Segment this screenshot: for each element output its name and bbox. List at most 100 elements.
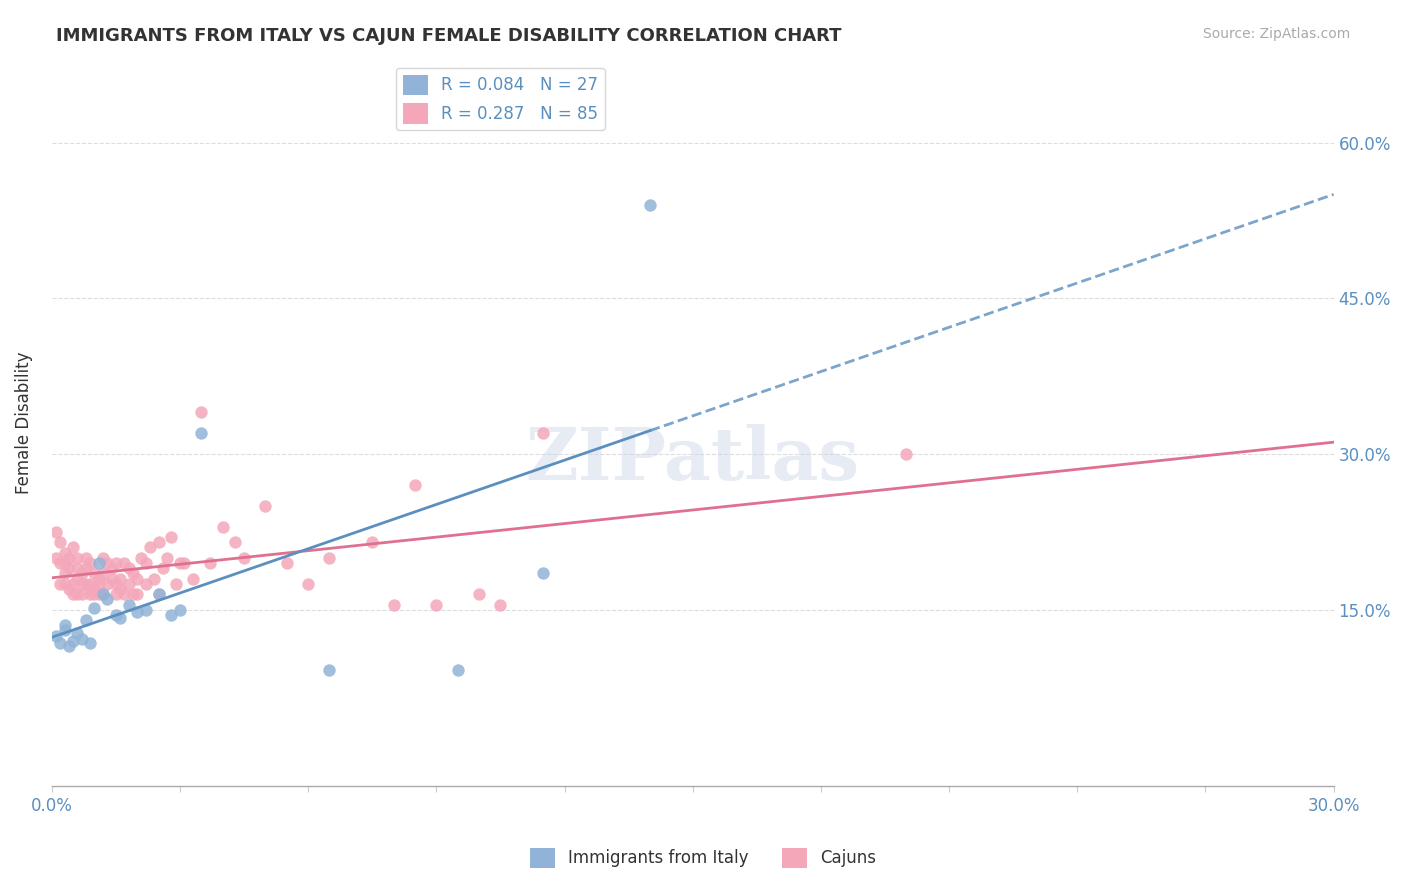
Point	[531, 426, 554, 441]
Point	[181, 572, 204, 586]
Point	[173, 556, 195, 570]
Point	[148, 535, 170, 549]
Point	[100, 561, 122, 575]
Point	[96, 592, 118, 607]
Point	[66, 572, 89, 586]
Point	[104, 587, 127, 601]
Point	[83, 566, 105, 581]
Point	[75, 550, 97, 565]
Point	[66, 587, 89, 601]
Point	[254, 499, 277, 513]
Point	[112, 556, 135, 570]
Point	[62, 541, 84, 555]
Point	[233, 550, 256, 565]
Point	[75, 613, 97, 627]
Point	[139, 541, 162, 555]
Point	[382, 598, 405, 612]
Point	[58, 561, 80, 575]
Point	[62, 633, 84, 648]
Point	[198, 556, 221, 570]
Point	[79, 587, 101, 601]
Point	[169, 603, 191, 617]
Point	[118, 576, 141, 591]
Point	[70, 587, 93, 601]
Point	[127, 572, 149, 586]
Point	[45, 550, 67, 565]
Point	[169, 556, 191, 570]
Point	[104, 576, 127, 591]
Point	[108, 572, 131, 586]
Point	[87, 572, 110, 586]
Point	[53, 566, 76, 581]
Point	[100, 572, 122, 586]
Point	[122, 566, 145, 581]
Point	[83, 600, 105, 615]
Point	[143, 572, 166, 586]
Point	[118, 561, 141, 575]
Point	[127, 587, 149, 601]
Point	[104, 556, 127, 570]
Point	[211, 519, 233, 533]
Point	[75, 561, 97, 575]
Point	[131, 550, 153, 565]
Point	[87, 587, 110, 601]
Y-axis label: Female Disability: Female Disability	[15, 351, 32, 494]
Point	[58, 639, 80, 653]
Point	[135, 603, 157, 617]
Point	[276, 556, 298, 570]
Point	[135, 556, 157, 570]
Point	[53, 576, 76, 591]
Point	[118, 598, 141, 612]
Point	[104, 607, 127, 622]
Point	[96, 556, 118, 570]
Point	[66, 561, 89, 575]
Point	[148, 587, 170, 601]
Point	[108, 582, 131, 596]
Point	[165, 576, 187, 591]
Point	[135, 576, 157, 591]
Point	[70, 566, 93, 581]
Text: ZIPatlas: ZIPatlas	[526, 424, 859, 495]
Point	[160, 607, 183, 622]
Text: IMMIGRANTS FROM ITALY VS CAJUN FEMALE DISABILITY CORRELATION CHART: IMMIGRANTS FROM ITALY VS CAJUN FEMALE DI…	[56, 27, 842, 45]
Point	[127, 605, 149, 619]
Point	[468, 587, 491, 601]
Point	[75, 576, 97, 591]
Point	[83, 582, 105, 596]
Point	[447, 663, 470, 677]
Point	[79, 636, 101, 650]
Point	[190, 405, 212, 419]
Point	[49, 535, 72, 549]
Legend: Immigrants from Italy, Cajuns: Immigrants from Italy, Cajuns	[523, 841, 883, 875]
Point	[87, 556, 110, 570]
Point	[108, 611, 131, 625]
Point	[70, 576, 93, 591]
Point	[49, 576, 72, 591]
Text: Source: ZipAtlas.com: Source: ZipAtlas.com	[1202, 27, 1350, 41]
Point	[53, 556, 76, 570]
Point	[361, 535, 384, 549]
Point	[91, 566, 114, 581]
Point	[66, 625, 89, 640]
Point	[152, 561, 174, 575]
Legend: R = 0.084   N = 27, R = 0.287   N = 85: R = 0.084 N = 27, R = 0.287 N = 85	[396, 68, 605, 130]
Point	[112, 587, 135, 601]
Point	[896, 447, 918, 461]
Point	[297, 576, 319, 591]
Point	[190, 426, 212, 441]
Point	[122, 587, 145, 601]
Point	[96, 576, 118, 591]
Point	[224, 535, 246, 549]
Point	[404, 478, 426, 492]
Point	[45, 524, 67, 539]
Point	[160, 530, 183, 544]
Point	[58, 582, 80, 596]
Point	[66, 550, 89, 565]
Point	[79, 576, 101, 591]
Point	[91, 587, 114, 601]
Point	[83, 587, 105, 601]
Point	[79, 556, 101, 570]
Point	[156, 550, 179, 565]
Point	[53, 624, 76, 638]
Point	[70, 632, 93, 646]
